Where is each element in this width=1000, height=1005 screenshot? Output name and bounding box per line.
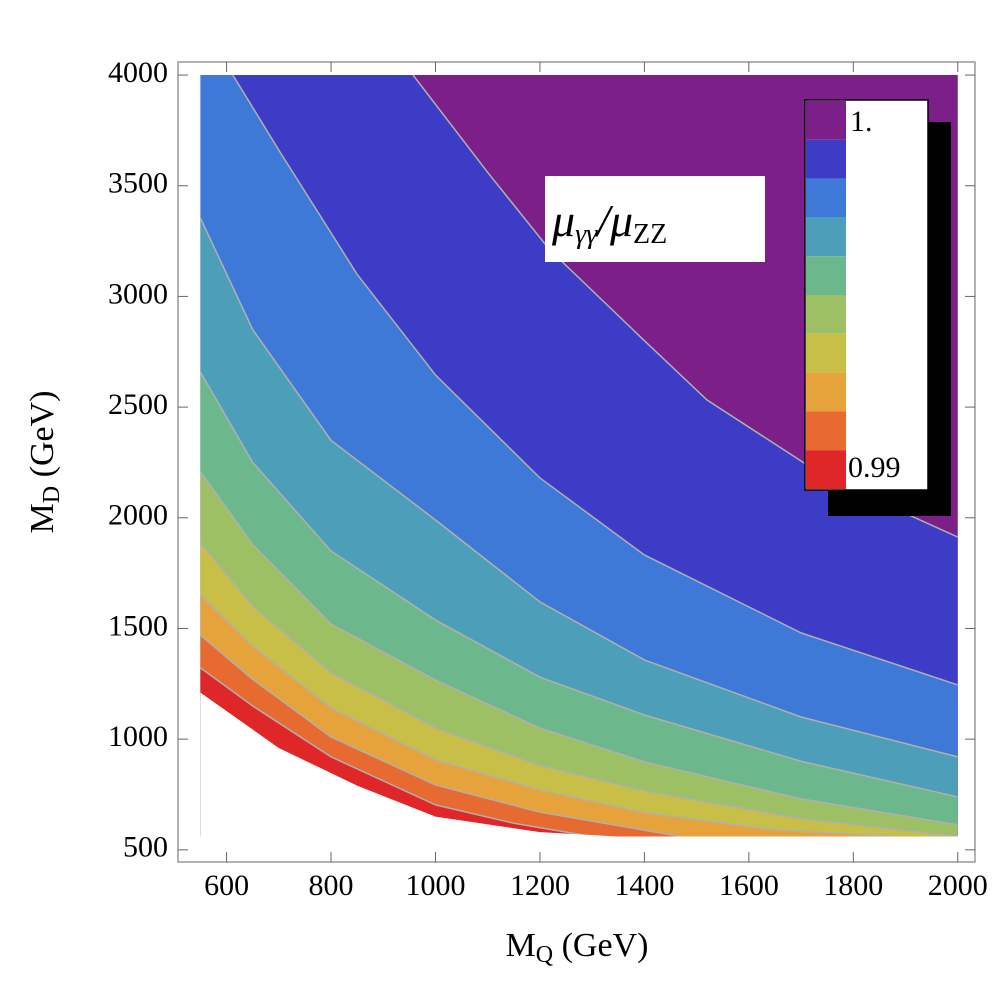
contour-line xyxy=(200,594,896,837)
colorbar-swatch xyxy=(806,178,846,218)
contour-line xyxy=(200,371,958,798)
x-tick-label: 1400 xyxy=(614,869,674,902)
x-axis-label: MQ (GeV) xyxy=(506,927,649,968)
x-tick-label: 800 xyxy=(309,869,354,902)
y-tick-label: 1500 xyxy=(108,609,168,642)
y-tick-label: 2500 xyxy=(108,388,168,421)
x-tick-label: 1800 xyxy=(823,869,883,902)
contour-line xyxy=(200,217,958,758)
frame xyxy=(177,61,976,863)
colorbar-swatch xyxy=(806,101,846,140)
colorbar-swatch xyxy=(806,333,846,373)
x-tick-label: 2000 xyxy=(928,869,988,902)
annotation-bg xyxy=(545,176,765,262)
colorbar-swatch xyxy=(806,372,846,412)
annotation-sub: ZZ xyxy=(633,219,667,250)
x-tick-label: 1600 xyxy=(719,869,779,902)
contour-line xyxy=(232,75,958,686)
y-axis-label: MD (GeV) xyxy=(24,391,65,534)
colorbar-bottom-label: 0.99 xyxy=(848,451,901,484)
y-label-main: M xyxy=(24,503,61,533)
colorbar-swatch xyxy=(806,295,846,334)
domain-mask xyxy=(200,692,619,837)
x-label-sub: Q xyxy=(536,942,553,968)
contour-line xyxy=(200,667,593,837)
y-tick-label: 4000 xyxy=(108,56,168,89)
y-tick-label: 1000 xyxy=(108,720,168,753)
y-tick-label: 500 xyxy=(123,831,168,864)
colorbar: 1. 0.99 xyxy=(804,99,951,516)
x-label-rest: (GeV) xyxy=(553,927,648,964)
colorbar-top-label: 1. xyxy=(850,105,873,138)
contour-line xyxy=(200,634,682,837)
y-label-sub: D xyxy=(39,486,65,503)
colorbar-swatch xyxy=(806,217,846,257)
y-tick-label: 2000 xyxy=(108,499,168,532)
y-tick-label: 3000 xyxy=(108,277,168,310)
y-label-rest: (GeV) xyxy=(24,391,61,486)
y-tick-label: 3500 xyxy=(108,167,168,200)
contour-line xyxy=(200,542,958,837)
x-tick-label: 1000 xyxy=(405,869,465,902)
colorbar-swatch xyxy=(806,256,846,295)
x-tick-label: 600 xyxy=(204,869,249,902)
colorbar-swatch xyxy=(806,450,846,489)
annotation: μγγ/μZZ xyxy=(551,195,667,251)
annotation-part: μ xyxy=(551,195,575,246)
colorbar-swatch xyxy=(806,139,846,179)
annotation-part: /μ xyxy=(594,195,633,246)
annotation-box: μγγ/μZZ xyxy=(545,176,765,262)
colorbar-swatch xyxy=(806,411,846,451)
ticks: 600 800 1000 1200 1400 1600 1800 2000 500 1000 150… xyxy=(108,56,988,902)
contour-line xyxy=(200,471,958,826)
annotation-sub: γγ xyxy=(575,219,598,250)
x-tick-label: 1200 xyxy=(510,869,570,902)
x-label-main: M xyxy=(506,927,536,964)
